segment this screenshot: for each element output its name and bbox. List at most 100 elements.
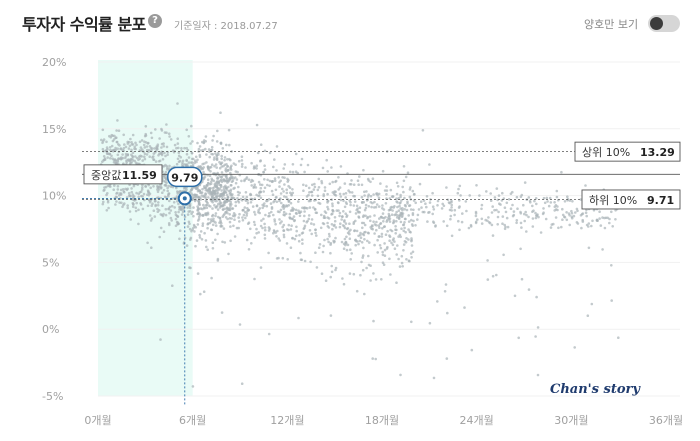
data-point (366, 195, 370, 198)
data-point (568, 214, 571, 217)
data-point (101, 160, 104, 163)
data-point (260, 183, 264, 187)
data-point (533, 199, 536, 203)
data-point (203, 162, 206, 165)
data-point (457, 219, 460, 223)
data-point (243, 179, 246, 183)
data-point (216, 129, 219, 133)
data-point (168, 135, 171, 138)
data-point (130, 187, 133, 190)
data-point (244, 216, 247, 220)
good-only-label: 양호만 보기 (584, 18, 639, 31)
data-point (219, 141, 223, 145)
data-point (144, 125, 148, 128)
data-point (314, 231, 317, 235)
data-point (480, 203, 484, 207)
data-point (208, 190, 212, 193)
data-point (177, 151, 181, 154)
data-point (202, 141, 206, 145)
data-point (505, 216, 509, 220)
marker-value: 9.79 (171, 171, 198, 184)
data-point (204, 239, 208, 242)
good-only-toggle[interactable] (648, 15, 680, 32)
data-point (230, 203, 233, 206)
data-point (458, 184, 462, 188)
data-point (278, 210, 281, 214)
data-point (397, 257, 400, 261)
data-point (119, 188, 123, 192)
data-point (130, 143, 134, 146)
data-point (138, 157, 141, 161)
data-point (302, 189, 305, 192)
data-point (191, 140, 194, 143)
data-point (450, 206, 453, 209)
data-point (361, 256, 365, 259)
data-point (109, 157, 112, 160)
data-point (152, 158, 155, 161)
data-point (356, 179, 360, 182)
data-point (289, 246, 293, 249)
data-point (447, 201, 451, 204)
data-point (329, 241, 333, 245)
data-point (216, 194, 220, 197)
data-point (219, 183, 223, 187)
data-point (176, 137, 179, 140)
data-point (367, 205, 371, 208)
data-point (489, 192, 493, 195)
data-point (375, 220, 378, 224)
data-point (225, 206, 229, 209)
data-point (164, 207, 168, 211)
data-point (422, 199, 426, 202)
data-point (163, 151, 166, 155)
data-point (352, 222, 356, 225)
data-point (152, 209, 156, 212)
data-point (228, 157, 231, 161)
data-point (121, 153, 124, 156)
data-point (403, 208, 407, 211)
data-point (432, 376, 436, 380)
data-point (333, 216, 337, 219)
data-point (603, 216, 606, 220)
data-point (253, 183, 256, 186)
data-point (410, 218, 413, 222)
data-point (396, 244, 399, 247)
data-point (522, 203, 525, 207)
data-point (565, 211, 568, 214)
data-point (231, 193, 234, 196)
data-point (160, 146, 163, 149)
data-point (234, 176, 237, 179)
data-point (101, 141, 104, 145)
data-point (256, 151, 260, 155)
data-point (515, 219, 519, 222)
data-point (283, 195, 286, 198)
data-point (373, 223, 377, 226)
data-point (211, 207, 214, 210)
data-point (515, 221, 518, 225)
data-point (158, 137, 161, 140)
data-point (298, 214, 302, 218)
data-point (167, 184, 171, 188)
data-point (501, 215, 505, 218)
data-point (205, 212, 208, 215)
data-point (531, 217, 535, 220)
toggle-knob[interactable] (650, 17, 663, 30)
data-point (338, 192, 342, 196)
data-point (370, 205, 373, 209)
help-icon[interactable]: ? (148, 14, 162, 28)
data-point (180, 208, 183, 211)
data-point (272, 231, 275, 235)
data-point (446, 311, 449, 315)
data-point (308, 229, 312, 232)
data-point (226, 209, 229, 212)
data-point (580, 226, 583, 230)
data-point (400, 261, 404, 265)
data-point (193, 225, 196, 228)
data-point (192, 214, 195, 218)
data-point (104, 185, 108, 189)
data-point (323, 189, 327, 192)
data-point (385, 193, 388, 196)
data-point (354, 212, 358, 215)
data-point (617, 336, 620, 340)
data-point (165, 131, 168, 134)
bottom10-label-value: 9.71 (647, 194, 674, 207)
